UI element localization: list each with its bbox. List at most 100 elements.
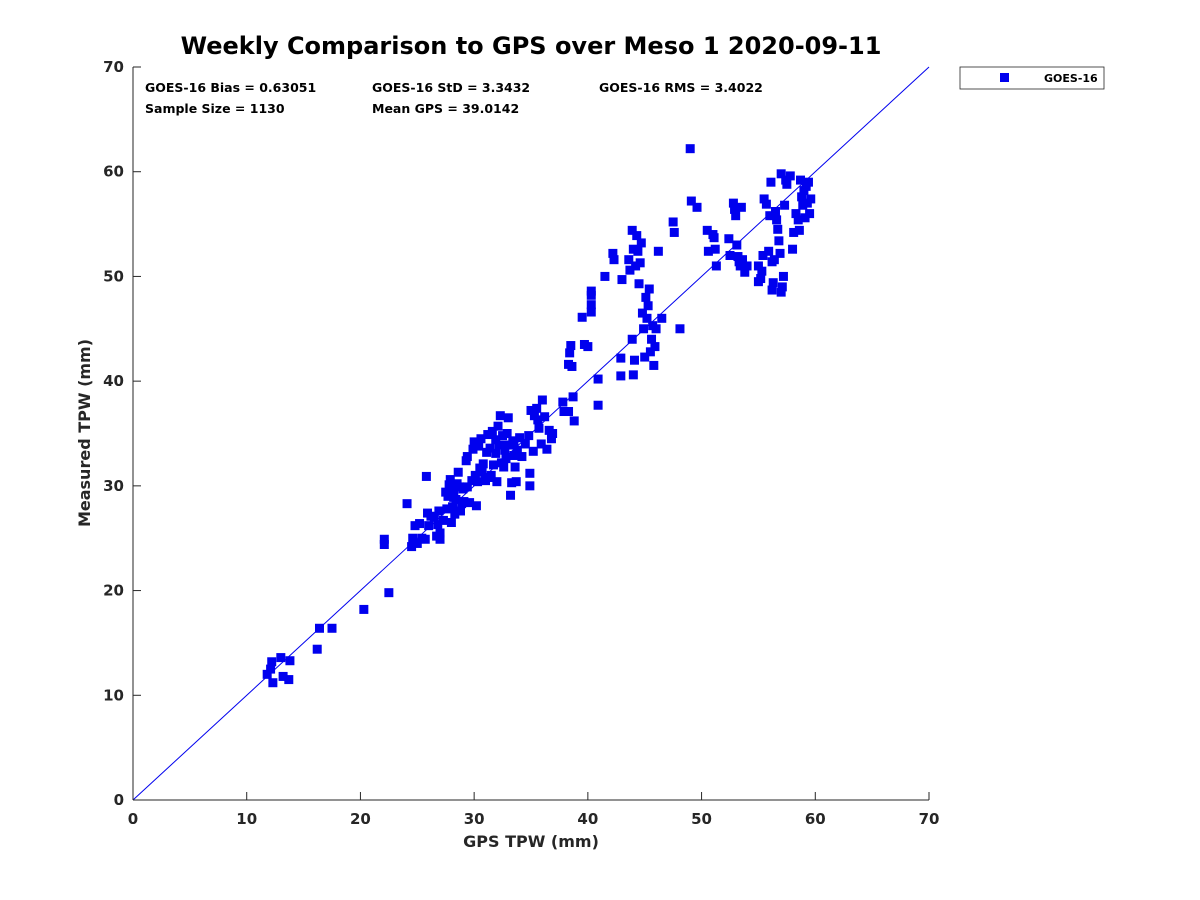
- data-point: [512, 445, 522, 455]
- data-point: [525, 481, 535, 491]
- data-point: [609, 255, 619, 265]
- data-point: [511, 477, 521, 487]
- data-point: [793, 215, 803, 225]
- data-point: [789, 227, 799, 237]
- data-point: [435, 534, 445, 544]
- data-point: [768, 278, 778, 288]
- data-point: [534, 423, 544, 433]
- data-point: [458, 484, 468, 494]
- data-point: [788, 244, 798, 254]
- data-point: [469, 437, 479, 447]
- data-point: [769, 255, 779, 265]
- data-point: [702, 225, 712, 235]
- data-point: [449, 486, 459, 496]
- data-point: [446, 518, 456, 528]
- data-point: [583, 342, 593, 352]
- data-point: [649, 360, 659, 370]
- data-point: [797, 192, 807, 202]
- data-point: [433, 520, 443, 530]
- data-point: [444, 480, 454, 490]
- data-point: [449, 492, 459, 502]
- data-point: [450, 509, 460, 519]
- y-tick-label: 50: [103, 267, 124, 285]
- data-point: [758, 250, 768, 260]
- legend-marker: [1000, 73, 1009, 82]
- data-point: [533, 415, 543, 425]
- x-axis-ticks: 0 10 20 30 40 50 60 70: [128, 792, 940, 828]
- data-point: [501, 454, 511, 464]
- data-point: [772, 215, 782, 225]
- data-point: [476, 434, 486, 444]
- data-point: [494, 440, 504, 450]
- stat-sample-size: Sample Size = 1130: [145, 101, 285, 116]
- y-tick-label: 60: [103, 163, 124, 181]
- data-point: [453, 467, 463, 477]
- data-point: [780, 200, 790, 210]
- data-point: [627, 225, 637, 235]
- data-point: [608, 248, 618, 258]
- data-point: [761, 199, 771, 209]
- data-point: [487, 426, 497, 436]
- data-point: [379, 539, 389, 549]
- data-point: [468, 444, 478, 454]
- data-point: [493, 421, 503, 431]
- data-point: [410, 521, 420, 531]
- chart-title: Weekly Comparison to GPS over Meso 1 202…: [181, 32, 882, 60]
- data-point: [798, 200, 808, 210]
- x-tick-label: 70: [919, 810, 940, 828]
- data-point: [753, 277, 763, 287]
- data-point: [647, 334, 657, 344]
- data-point: [703, 246, 713, 256]
- data-point: [503, 413, 513, 423]
- data-point: [651, 324, 661, 334]
- data-point: [730, 204, 740, 214]
- data-point: [498, 431, 508, 441]
- data-point: [643, 301, 653, 311]
- data-point: [445, 475, 455, 485]
- data-point: [685, 144, 695, 154]
- data-point: [640, 352, 650, 362]
- data-point: [569, 416, 579, 426]
- data-point: [470, 470, 480, 480]
- data-point: [803, 177, 813, 187]
- data-point: [738, 255, 748, 265]
- data-point: [593, 374, 603, 384]
- stat-mean-gps: Mean GPS = 39.0142: [372, 101, 519, 116]
- data-point: [314, 623, 324, 633]
- data-point: [628, 244, 638, 254]
- data-point: [434, 506, 444, 516]
- data-point: [285, 656, 295, 666]
- data-point: [633, 246, 643, 256]
- data-point: [796, 175, 806, 185]
- x-tick-label: 10: [236, 810, 257, 828]
- data-point: [488, 460, 498, 470]
- data-point: [475, 463, 485, 473]
- data-point: [757, 266, 767, 276]
- data-point: [782, 179, 792, 189]
- x-axis-label: GPS TPW (mm): [463, 832, 599, 851]
- data-point: [262, 669, 272, 679]
- data-point: [491, 435, 501, 445]
- data-point: [586, 300, 596, 310]
- data-point: [641, 292, 651, 302]
- data-point: [532, 403, 542, 413]
- data-point: [586, 307, 596, 317]
- stat-std: GOES-16 StD = 3.3432: [372, 80, 530, 95]
- data-point: [312, 644, 322, 654]
- data-point: [600, 271, 610, 281]
- legend: GOES-16: [959, 66, 1105, 90]
- data-point: [515, 433, 525, 443]
- data-point: [483, 430, 493, 440]
- x-tick-label: 50: [691, 810, 712, 828]
- data-point: [473, 477, 483, 487]
- data-point: [653, 246, 663, 256]
- data-point: [742, 261, 752, 271]
- data-point: [471, 501, 481, 511]
- data-point: [499, 440, 509, 450]
- data-point: [420, 534, 430, 544]
- data-point: [507, 478, 517, 488]
- data-point: [710, 244, 720, 254]
- data-point: [627, 334, 637, 344]
- data-point: [586, 286, 596, 296]
